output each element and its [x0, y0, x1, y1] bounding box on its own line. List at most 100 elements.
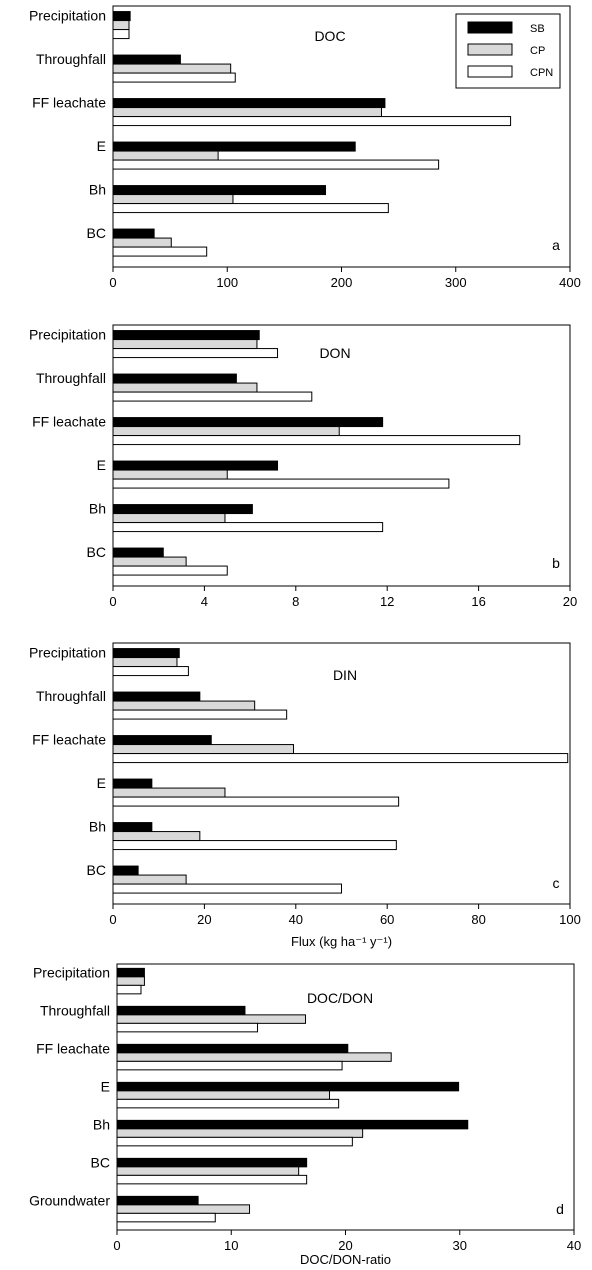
bar-cpn-e [116, 1098, 340, 1109]
bar-sb-ff-leachate [116, 1043, 349, 1054]
bar-sb-throughfall [112, 373, 237, 384]
x-axis-title: DOC/DON-ratio [300, 1252, 391, 1267]
x-tick-label: 20 [563, 594, 577, 609]
panel-title: DIN [333, 667, 357, 683]
x-tick-label: 16 [471, 594, 485, 609]
bar-cpn-throughfall [116, 1022, 259, 1033]
x-tick-label: 30 [453, 1238, 467, 1253]
bar-sb-bh [112, 504, 253, 515]
x-tick-label: 8 [292, 594, 299, 609]
bar-cpn-bh [112, 203, 389, 214]
category-label: E [97, 775, 106, 791]
bar-sb-e [112, 460, 279, 471]
x-tick-label: 80 [471, 912, 485, 927]
x-tick-label: 12 [380, 594, 394, 609]
bar-cp-bc [116, 1166, 300, 1176]
category-label: Precipitation [29, 327, 106, 343]
bar-sb-throughfall [112, 691, 201, 702]
legend-swatch-cpn [467, 65, 513, 78]
bar-sb-throughfall [116, 1005, 246, 1016]
category-label: Bh [89, 182, 106, 198]
category-label: Throughfall [36, 688, 106, 704]
x-tick-label: 300 [445, 275, 467, 290]
bar-sb-e [112, 778, 153, 789]
x-tick-label: 100 [559, 912, 581, 927]
panel-d: Precipitation Throughfall FF leachate E Bh BC… [29, 963, 581, 1267]
category-label: Bh [93, 1116, 110, 1132]
category-label: E [97, 138, 106, 154]
x-tick-label: 0 [109, 594, 116, 609]
bar-cpn-precipitation [112, 29, 130, 40]
bar-sb-e [112, 141, 356, 152]
bar-cpn-throughfall [112, 709, 288, 720]
category-label: BC [87, 544, 106, 560]
category-label: E [97, 457, 106, 473]
bar-cp-ff-leachate [116, 1052, 392, 1062]
bar-cpn-bc [112, 246, 208, 257]
bar-sb-bc [112, 547, 164, 558]
category-label: FF leachate [32, 414, 106, 430]
bar-sb-bh [112, 185, 327, 196]
x-tick-label: 200 [331, 275, 353, 290]
panel-title: DON [319, 345, 350, 361]
bar-cp-precipitation [116, 976, 145, 986]
x-tick-label: 20 [197, 912, 211, 927]
x-tick-label: 40 [567, 1238, 581, 1253]
bar-cpn-bc [112, 883, 342, 894]
bar-cpn-ff-leachate [116, 1060, 343, 1071]
bar-sb-bc [112, 865, 139, 876]
bar-cp-e [116, 1090, 331, 1100]
bar-cpn-bc [116, 1174, 308, 1185]
bar-cp-bh [112, 513, 226, 524]
category-label: Throughfall [40, 1002, 110, 1018]
bar-cpn-ff-leachate [112, 116, 512, 127]
x-tick-label: 60 [380, 912, 394, 927]
x-tick-label: 0 [113, 1238, 120, 1253]
bar-cpn-e [112, 159, 440, 170]
bar-cp-precipitation [112, 20, 130, 31]
category-label: Precipitation [33, 964, 110, 980]
category-label: BC [87, 862, 106, 878]
bar-sb-bh [112, 822, 153, 833]
bar-sb-ff-leachate [112, 98, 386, 109]
bar-cp-bh [112, 831, 201, 842]
panel-letter: c [553, 875, 560, 891]
bar-cp-throughfall [112, 700, 256, 711]
category-label: FF leachate [32, 95, 106, 111]
legend-label-cp: CP [530, 45, 545, 57]
bar-cpn-ff-leachate [112, 435, 521, 446]
bar-sb-bc [112, 228, 155, 239]
x-tick-label: 0 [109, 275, 116, 290]
category-label: Bh [89, 819, 106, 835]
category-label: E [101, 1078, 110, 1094]
legend: SB CP CPN [455, 13, 561, 89]
bar-cpn-ff-leachate [112, 753, 569, 764]
bar-cpn-e [112, 478, 450, 489]
bar-cp-bc [112, 237, 172, 248]
bar-sb-throughfall [112, 54, 181, 65]
bar-cp-e [112, 150, 219, 161]
category-label: Bh [89, 501, 106, 517]
bar-cp-ff-leachate [112, 426, 340, 437]
legend-swatch-sb [467, 21, 513, 34]
category-label: BC [91, 1154, 110, 1170]
panel-title: DOC [314, 28, 345, 44]
bar-sb-precipitation [112, 330, 260, 341]
panel-a: Precipitation Throughfall FF leachate E Bh BC… [29, 5, 581, 290]
category-label: BC [87, 225, 106, 241]
bar-sb-e [116, 1081, 460, 1092]
bar-cp-ff-leachate [112, 107, 382, 118]
x-tick-label: 100 [216, 275, 238, 290]
category-label: FF leachate [36, 1040, 110, 1056]
panel-letter: a [552, 237, 560, 253]
category-label: Precipitation [29, 645, 106, 661]
bar-cp-precipitation [112, 339, 258, 350]
bar-cpn-throughfall [112, 72, 236, 83]
bar-cpn-bh [112, 840, 397, 851]
x-tick-label: 400 [559, 275, 581, 290]
x-tick-label: 10 [224, 1238, 238, 1253]
bar-sb-bh [116, 1119, 469, 1130]
panel-letter: d [556, 1201, 564, 1217]
category-label: Throughfall [36, 51, 106, 67]
